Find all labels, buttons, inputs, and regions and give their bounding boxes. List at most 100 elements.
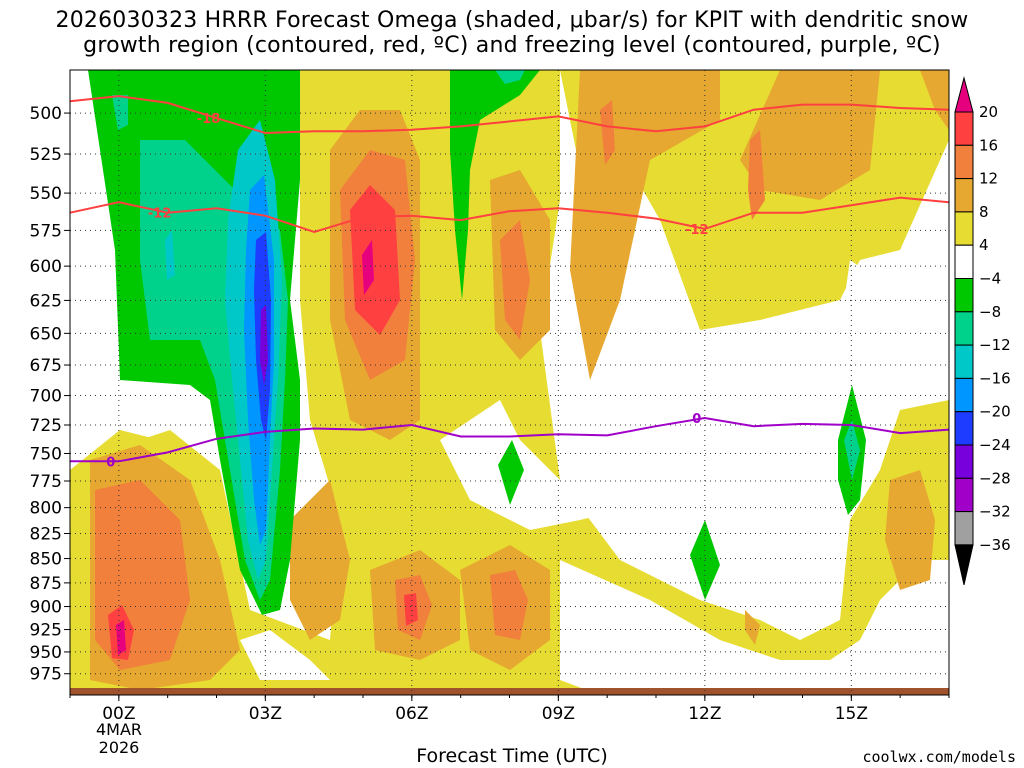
y-tick-label-925: 925 bbox=[30, 621, 62, 641]
contour-line-0 bbox=[70, 416, 950, 463]
y-tick-label-775: 775 bbox=[30, 472, 62, 492]
chart-title-line2: growth region (contoured, red, ºC) and f… bbox=[83, 33, 941, 58]
colorbar-swatch bbox=[954, 477, 974, 513]
y-tick-label-625: 625 bbox=[30, 291, 62, 311]
colorbar-swatch bbox=[954, 211, 974, 246]
y-tick-label-950: 950 bbox=[30, 643, 62, 663]
shade-16-col5 bbox=[350, 185, 400, 335]
colorbar-label: −28 bbox=[979, 469, 1011, 487]
chart-title-line1: 2026030323 HRRR Forecast Omega (shaded, … bbox=[55, 8, 969, 33]
credit-text: coolwx.com/models bbox=[862, 748, 1016, 766]
x-sub-label-year: 2026 bbox=[98, 738, 140, 757]
grid-lines bbox=[70, 70, 949, 695]
shade-white-gap-mid bbox=[440, 400, 620, 530]
y-tick-label-975: 975 bbox=[30, 665, 62, 685]
colorbar-label: 16 bbox=[979, 136, 998, 154]
x-tick-label-12Z: 12Z bbox=[688, 704, 721, 724]
colorbar-swatch bbox=[954, 411, 974, 446]
shade-8-right-edge bbox=[920, 70, 949, 130]
contour-label--12: -12 bbox=[148, 207, 172, 222]
colorbar-swatch bbox=[954, 244, 974, 279]
shade-neg12-upper-left bbox=[112, 95, 128, 130]
x-axis: 00Z 03Z 06Z 09Z 12Z 15Z bbox=[69, 695, 950, 724]
contour-line--18 bbox=[69, 95, 950, 135]
x-tick-label-00Z: 00Z bbox=[102, 704, 135, 724]
shade-neg12-right-blob bbox=[844, 420, 860, 480]
colorbar-label: −32 bbox=[979, 503, 1011, 521]
colorbar-swatch bbox=[954, 377, 974, 413]
shade-20-lower-left bbox=[116, 620, 126, 655]
colorbar-label: −24 bbox=[979, 436, 1011, 454]
colorbar: 20 16 12 8 4 −4 −8 −12 −16 −20 −24 −28 −32 −36 bbox=[954, 76, 1011, 586]
colorbar-swatch bbox=[954, 144, 974, 180]
y-tick-label-850: 850 bbox=[30, 550, 62, 570]
shade-white-gap-bottom-left bbox=[240, 630, 330, 680]
colorbar-top-arrow bbox=[954, 76, 974, 113]
colorbar-label: 4 bbox=[979, 236, 989, 254]
x-tick-label-09Z: 09Z bbox=[542, 704, 575, 724]
shade-12-right-col bbox=[748, 130, 765, 220]
omega-shading bbox=[70, 70, 949, 695]
colorbar-label: 8 bbox=[979, 203, 989, 221]
shade-12-lower-mid-c bbox=[490, 570, 528, 640]
x-tick-label-06Z: 06Z bbox=[395, 704, 428, 724]
x-tick-label-03Z: 03Z bbox=[249, 704, 282, 724]
colorbar-label: −20 bbox=[979, 403, 1011, 421]
colorbar-label: −4 bbox=[979, 270, 1001, 288]
shade-yellow-region-mid bbox=[70, 70, 949, 695]
colorbar-swatch bbox=[954, 278, 974, 313]
shade-12-upper-right bbox=[600, 100, 615, 165]
y-tick-label-550: 550 bbox=[30, 184, 62, 204]
colorbar-swatch bbox=[954, 178, 974, 213]
y-tick-label-825: 825 bbox=[30, 524, 62, 544]
shade-neg8-mid-stripe bbox=[450, 70, 540, 300]
y-tick-label-650: 650 bbox=[30, 324, 62, 344]
colorbar-label: −36 bbox=[979, 536, 1011, 554]
colorbar-swatch bbox=[954, 511, 974, 546]
colorbar-swatch bbox=[954, 444, 974, 479]
colorbar-label: 12 bbox=[979, 170, 998, 188]
y-tick-label-575: 575 bbox=[30, 221, 62, 241]
contour-label-0: 0 bbox=[106, 455, 115, 470]
shade-16-lower-mid-b bbox=[404, 593, 418, 626]
colorbar-label: −8 bbox=[979, 303, 1001, 321]
contour-label--12: -12 bbox=[685, 223, 709, 238]
shade-white-gap-right bbox=[840, 260, 900, 430]
contour-label--18: -18 bbox=[197, 112, 221, 127]
shade-8-lower-mid-a bbox=[290, 480, 350, 640]
shade-8-lower-right bbox=[885, 470, 935, 590]
y-tick-label-700: 700 bbox=[30, 387, 62, 407]
y-tick-label-500: 500 bbox=[30, 104, 62, 124]
colorbar-bottom-arrow bbox=[954, 544, 974, 586]
x-tick-label-15Z: 15Z bbox=[835, 704, 868, 724]
shade-8-small-right bbox=[745, 610, 760, 645]
shade-neg8-blob-a bbox=[498, 440, 524, 505]
ground-surface bbox=[70, 688, 949, 695]
colorbar-swatch bbox=[954, 311, 974, 346]
colorbar-swatch bbox=[954, 111, 974, 146]
shade-neg12-top bbox=[495, 70, 525, 84]
y-tick-label-725: 725 bbox=[30, 416, 62, 436]
x-axis-title: Forecast Time (UTC) bbox=[416, 745, 608, 767]
contour-label-0: 0 bbox=[692, 412, 701, 427]
y-axis: 500 525 550 575 600 625 650 675 700 725 750 775 800 8… bbox=[30, 104, 70, 685]
y-tick-label-750: 750 bbox=[30, 444, 62, 464]
shade-12-col8 bbox=[500, 220, 530, 340]
y-tick-label-525: 525 bbox=[30, 145, 62, 165]
shade-8-top-right bbox=[740, 70, 880, 200]
shade-white-gap-lower-right bbox=[700, 520, 760, 610]
y-tick-label-600: 600 bbox=[30, 257, 62, 277]
shade-20-col5 bbox=[362, 240, 374, 295]
contour-lines: -18 -12 -12 0 0 bbox=[69, 95, 950, 470]
colorbar-label: 20 bbox=[979, 103, 998, 121]
x-sub-label-month: 4MAR bbox=[96, 720, 143, 739]
shade-white-gap-bottom bbox=[560, 560, 949, 695]
shade-neg16-left-speck bbox=[165, 230, 175, 280]
colorbar-label: −16 bbox=[979, 369, 1011, 387]
colorbar-label: −12 bbox=[979, 336, 1011, 354]
y-tick-label-875: 875 bbox=[30, 574, 62, 594]
y-tick-label-675: 675 bbox=[30, 356, 62, 376]
colorbar-swatch bbox=[954, 344, 974, 379]
contour-line--12 bbox=[69, 196, 950, 233]
